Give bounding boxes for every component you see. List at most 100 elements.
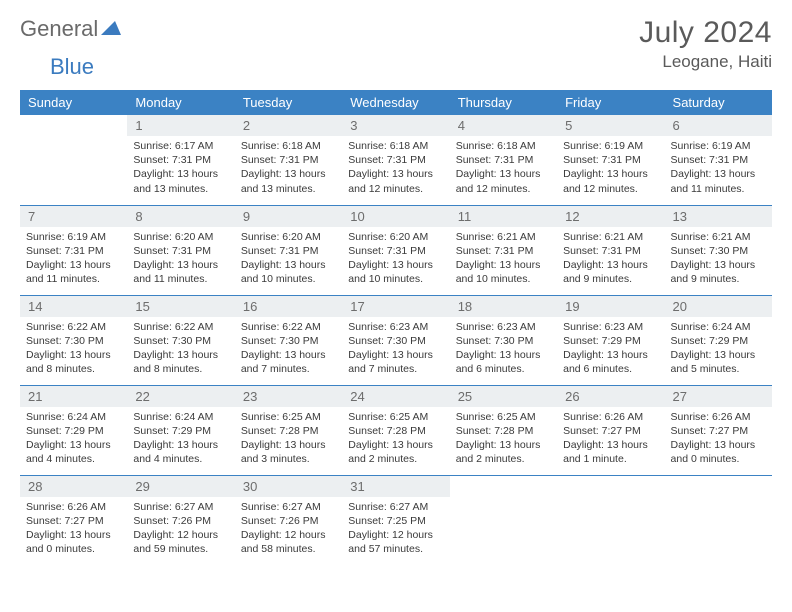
daylight-text: Daylight: 12 hours and 57 minutes. xyxy=(348,528,443,556)
day-number: 5 xyxy=(557,115,664,136)
daylight-text: Daylight: 13 hours and 11 minutes. xyxy=(133,258,228,286)
week-row: 7Sunrise: 6:19 AMSunset: 7:31 PMDaylight… xyxy=(20,205,772,295)
day-number: 14 xyxy=(20,296,127,317)
day-cell: 24Sunrise: 6:25 AMSunset: 7:28 PMDayligh… xyxy=(342,385,449,475)
sunrise-text: Sunrise: 6:22 AM xyxy=(26,320,121,334)
day-cell: 8Sunrise: 6:20 AMSunset: 7:31 PMDaylight… xyxy=(127,205,234,295)
daylight-text: Daylight: 13 hours and 4 minutes. xyxy=(133,438,228,466)
day-data: Sunrise: 6:19 AMSunset: 7:31 PMDaylight:… xyxy=(665,136,772,202)
sunrise-text: Sunrise: 6:19 AM xyxy=(563,139,658,153)
daylight-text: Daylight: 13 hours and 7 minutes. xyxy=(241,348,336,376)
sunset-text: Sunset: 7:30 PM xyxy=(348,334,443,348)
sunrise-text: Sunrise: 6:19 AM xyxy=(671,139,766,153)
sunset-text: Sunset: 7:29 PM xyxy=(133,424,228,438)
daylight-text: Daylight: 13 hours and 8 minutes. xyxy=(26,348,121,376)
week-row: 14Sunrise: 6:22 AMSunset: 7:30 PMDayligh… xyxy=(20,295,772,385)
daylight-text: Daylight: 13 hours and 13 minutes. xyxy=(133,167,228,195)
day-data: Sunrise: 6:22 AMSunset: 7:30 PMDaylight:… xyxy=(20,317,127,383)
sunrise-text: Sunrise: 6:26 AM xyxy=(26,500,121,514)
sunrise-text: Sunrise: 6:26 AM xyxy=(671,410,766,424)
day-data: Sunrise: 6:24 AMSunset: 7:29 PMDaylight:… xyxy=(665,317,772,383)
day-cell: 7Sunrise: 6:19 AMSunset: 7:31 PMDaylight… xyxy=(20,205,127,295)
sunrise-text: Sunrise: 6:20 AM xyxy=(348,230,443,244)
day-data: Sunrise: 6:22 AMSunset: 7:30 PMDaylight:… xyxy=(235,317,342,383)
day-cell: 19Sunrise: 6:23 AMSunset: 7:29 PMDayligh… xyxy=(557,295,664,385)
day-data: Sunrise: 6:23 AMSunset: 7:30 PMDaylight:… xyxy=(342,317,449,383)
day-cell xyxy=(665,475,772,565)
day-number: 26 xyxy=(557,386,664,407)
day-number: 23 xyxy=(235,386,342,407)
day-data: Sunrise: 6:22 AMSunset: 7:30 PMDaylight:… xyxy=(127,317,234,383)
day-data: Sunrise: 6:24 AMSunset: 7:29 PMDaylight:… xyxy=(20,407,127,473)
sunset-text: Sunset: 7:31 PM xyxy=(348,244,443,258)
day-cell: 27Sunrise: 6:26 AMSunset: 7:27 PMDayligh… xyxy=(665,385,772,475)
day-data: Sunrise: 6:18 AMSunset: 7:31 PMDaylight:… xyxy=(235,136,342,202)
sunrise-text: Sunrise: 6:23 AM xyxy=(348,320,443,334)
day-data: Sunrise: 6:19 AMSunset: 7:31 PMDaylight:… xyxy=(557,136,664,202)
sunrise-text: Sunrise: 6:22 AM xyxy=(133,320,228,334)
daylight-text: Daylight: 13 hours and 3 minutes. xyxy=(241,438,336,466)
brand-triangle-icon xyxy=(101,19,121,40)
day-cell xyxy=(20,115,127,205)
day-cell: 16Sunrise: 6:22 AMSunset: 7:30 PMDayligh… xyxy=(235,295,342,385)
sunset-text: Sunset: 7:27 PM xyxy=(26,514,121,528)
day-cell: 17Sunrise: 6:23 AMSunset: 7:30 PMDayligh… xyxy=(342,295,449,385)
day-data: Sunrise: 6:27 AMSunset: 7:26 PMDaylight:… xyxy=(235,497,342,563)
day-cell: 21Sunrise: 6:24 AMSunset: 7:29 PMDayligh… xyxy=(20,385,127,475)
sunset-text: Sunset: 7:25 PM xyxy=(348,514,443,528)
sunset-text: Sunset: 7:31 PM xyxy=(671,153,766,167)
day-number: 9 xyxy=(235,206,342,227)
sunset-text: Sunset: 7:31 PM xyxy=(26,244,121,258)
sunset-text: Sunset: 7:30 PM xyxy=(456,334,551,348)
day-header: Friday xyxy=(557,90,664,115)
day-cell xyxy=(450,475,557,565)
day-data: Sunrise: 6:25 AMSunset: 7:28 PMDaylight:… xyxy=(235,407,342,473)
day-cell: 11Sunrise: 6:21 AMSunset: 7:31 PMDayligh… xyxy=(450,205,557,295)
day-number: 18 xyxy=(450,296,557,317)
day-cell: 12Sunrise: 6:21 AMSunset: 7:31 PMDayligh… xyxy=(557,205,664,295)
sunset-text: Sunset: 7:26 PM xyxy=(133,514,228,528)
day-number: 15 xyxy=(127,296,234,317)
sunrise-text: Sunrise: 6:19 AM xyxy=(26,230,121,244)
daylight-text: Daylight: 13 hours and 9 minutes. xyxy=(563,258,658,286)
daylight-text: Daylight: 13 hours and 0 minutes. xyxy=(26,528,121,556)
sunset-text: Sunset: 7:30 PM xyxy=(133,334,228,348)
sunrise-text: Sunrise: 6:24 AM xyxy=(671,320,766,334)
sunset-text: Sunset: 7:31 PM xyxy=(241,153,336,167)
day-cell: 4Sunrise: 6:18 AMSunset: 7:31 PMDaylight… xyxy=(450,115,557,205)
sunrise-text: Sunrise: 6:17 AM xyxy=(133,139,228,153)
day-number: 3 xyxy=(342,115,449,136)
sunset-text: Sunset: 7:31 PM xyxy=(348,153,443,167)
day-cell: 29Sunrise: 6:27 AMSunset: 7:26 PMDayligh… xyxy=(127,475,234,565)
day-data: Sunrise: 6:26 AMSunset: 7:27 PMDaylight:… xyxy=(665,407,772,473)
sunrise-text: Sunrise: 6:24 AM xyxy=(133,410,228,424)
daylight-text: Daylight: 13 hours and 10 minutes. xyxy=(241,258,336,286)
day-cell: 13Sunrise: 6:21 AMSunset: 7:30 PMDayligh… xyxy=(665,205,772,295)
day-data: Sunrise: 6:23 AMSunset: 7:30 PMDaylight:… xyxy=(450,317,557,383)
day-number: 17 xyxy=(342,296,449,317)
day-data: Sunrise: 6:27 AMSunset: 7:26 PMDaylight:… xyxy=(127,497,234,563)
sunrise-text: Sunrise: 6:18 AM xyxy=(456,139,551,153)
day-header-row: Sunday Monday Tuesday Wednesday Thursday… xyxy=(20,90,772,115)
daylight-text: Daylight: 13 hours and 10 minutes. xyxy=(348,258,443,286)
sunset-text: Sunset: 7:29 PM xyxy=(26,424,121,438)
day-number: 13 xyxy=(665,206,772,227)
sunrise-text: Sunrise: 6:26 AM xyxy=(563,410,658,424)
day-number: 2 xyxy=(235,115,342,136)
day-header: Sunday xyxy=(20,90,127,115)
sunset-text: Sunset: 7:28 PM xyxy=(241,424,336,438)
sunrise-text: Sunrise: 6:23 AM xyxy=(456,320,551,334)
sunrise-text: Sunrise: 6:27 AM xyxy=(241,500,336,514)
day-cell: 5Sunrise: 6:19 AMSunset: 7:31 PMDaylight… xyxy=(557,115,664,205)
daylight-text: Daylight: 13 hours and 8 minutes. xyxy=(133,348,228,376)
day-cell: 2Sunrise: 6:18 AMSunset: 7:31 PMDaylight… xyxy=(235,115,342,205)
day-data: Sunrise: 6:21 AMSunset: 7:31 PMDaylight:… xyxy=(450,227,557,293)
daylight-text: Daylight: 13 hours and 9 minutes. xyxy=(671,258,766,286)
day-number: 30 xyxy=(235,476,342,497)
sunrise-text: Sunrise: 6:21 AM xyxy=(456,230,551,244)
day-number: 22 xyxy=(127,386,234,407)
daylight-text: Daylight: 12 hours and 59 minutes. xyxy=(133,528,228,556)
sunset-text: Sunset: 7:31 PM xyxy=(133,153,228,167)
day-data: Sunrise: 6:25 AMSunset: 7:28 PMDaylight:… xyxy=(450,407,557,473)
sunset-text: Sunset: 7:31 PM xyxy=(456,244,551,258)
